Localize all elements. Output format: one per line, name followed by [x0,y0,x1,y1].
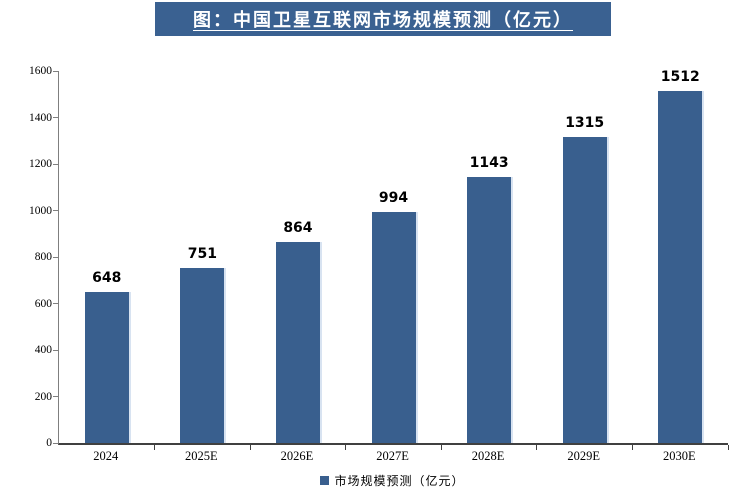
x-axis-label: 2024 [93,449,119,463]
y-tick-label: 400 [34,344,52,356]
bar-slot: 751 [155,71,251,443]
x-tick-mark [631,445,633,450]
y-tick-label: 1400 [29,111,52,124]
bar-slot: 1315 [537,71,633,443]
y-tick-label: 600 [34,297,52,310]
bar-value-label: 1512 [660,69,700,86]
bar [467,177,512,443]
x-axis-label: 2027E [376,449,409,463]
bar-series: 648 751 864 994 1143 1315 1512 [59,69,728,443]
y-tick-mark [53,349,58,351]
y-tick-label: 1600 [29,65,52,77]
y-tick-label: 800 [34,251,52,263]
y-tick-mark [53,303,58,304]
x-axis-label: 2029E [567,449,600,463]
bar [180,268,225,443]
legend-marker-square [320,476,330,485]
x-tick-mark [154,445,156,450]
y-tick-label: 1200 [29,158,52,170]
x-axis-label: 2028E [471,449,505,463]
x-tick-mark [345,445,347,450]
bar [275,242,320,443]
x-tick-mark [440,445,442,450]
x-tick-mark [727,445,729,450]
y-axis: 0 200 400 600 800 1000 1200 1400 1600 [0,65,52,449]
y-tick-label: 0 [46,437,52,449]
legend-label: 市场规模预测（亿元） [334,474,465,488]
bar-slot: 648 [59,71,155,443]
bar-slot: 1512 [632,69,728,443]
bar-slot: 864 [250,71,346,443]
y-tick-mark [53,396,58,397]
chart-title-banner: 图：中国卫星互联网市场规模预测（亿元） [155,2,611,36]
bar [84,292,129,443]
bar [658,91,703,443]
chart-title: 图：中国卫星互联网市场规模预测（亿元） [193,10,573,30]
x-tick-mark [536,445,538,450]
x-axis-label: 2030E [662,449,696,463]
bar-value-label: 1315 [565,115,605,132]
y-tick-mark [53,117,58,118]
bar-value-label: 864 [283,220,313,237]
bar [371,211,416,443]
bar-value-label: 648 [92,270,122,287]
y-tick-mark [53,70,58,72]
y-tick-mark [53,210,58,211]
x-axis-label: 2026E [280,449,314,463]
bar-value-label: 1143 [469,155,509,172]
x-axis-label: 2025E [185,449,218,463]
y-tick-mark [53,163,58,165]
y-tick-label: 200 [34,390,52,403]
legend: 市场规模预测（亿元） [58,472,727,489]
bar-value-label: 994 [378,189,409,206]
x-tick-mark [249,445,251,450]
y-tick-label: 1000 [29,204,52,217]
plot-area: 648 751 864 994 1143 1315 1512 [53,69,729,450]
x-axis-labels: 2024 2025E 2026E 2027E 2028E 2029E 2030E [58,449,727,464]
bar-slot: 1143 [441,71,537,443]
y-tick-mark [53,256,58,258]
bar-value-label: 751 [187,246,217,263]
bar [562,137,607,443]
bar-slot: 994 [346,71,442,443]
y-tick-mark [53,442,58,444]
